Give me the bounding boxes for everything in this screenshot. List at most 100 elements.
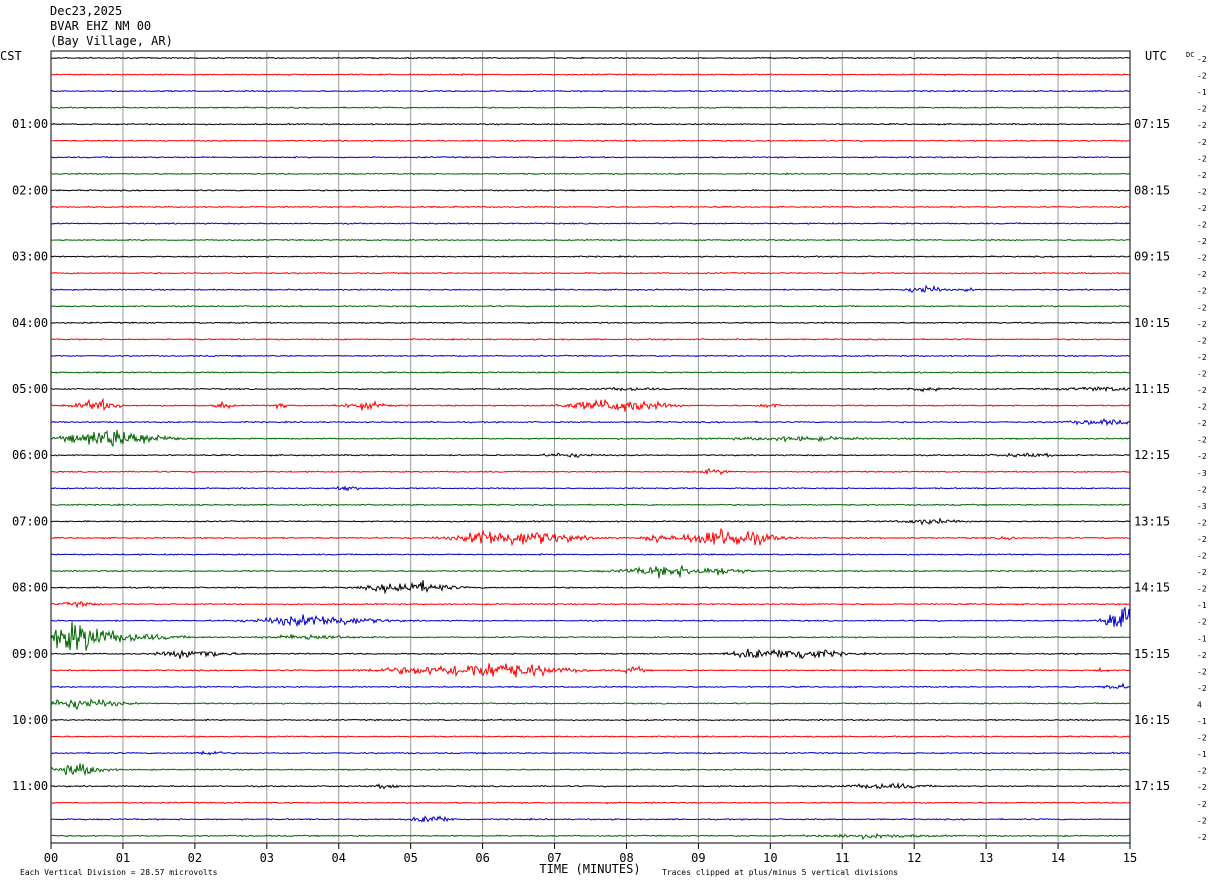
dc-offset-value: -2 [1197,187,1207,196]
seismic-trace [50,417,1131,427]
seismic-trace [50,172,1131,176]
hour-label-right: 08:15 [1134,183,1170,197]
dc-offset-value: -2 [1197,72,1207,81]
hour-label-left: 03:00 [12,250,48,264]
seismic-trace [50,429,1131,448]
x-tick-label: 12 [907,851,921,865]
seismic-trace [50,271,1131,275]
hour-label-left: 01:00 [12,117,48,131]
dc-offset-value: 4 [1197,700,1202,709]
dc-offset-value: -2 [1197,667,1207,676]
x-tick-label: 09 [691,851,705,865]
seismic-trace [50,397,1131,412]
hour-label-right: 17:15 [1134,779,1170,793]
dc-offset-value: -2 [1197,552,1207,561]
seismic-trace [50,337,1131,341]
dc-offset-value: -2 [1197,651,1207,660]
dc-offset-value: -2 [1197,403,1207,412]
hour-label-left: 02:00 [12,183,48,197]
footer-scale-note: Each Vertical Division = 28.57 microvolt… [20,868,218,877]
hour-label-left: 07:00 [12,514,48,528]
hour-label-right: 10:15 [1134,316,1170,330]
dc-offset-value: -2 [1197,419,1207,428]
seismic-trace [50,763,1131,777]
x-tick-label: 13 [979,851,993,865]
seismic-trace [50,122,1131,126]
station-location: (Bay Village, AR) [50,34,173,48]
x-tick-label: 11 [835,851,849,865]
seismic-trace [50,89,1131,93]
hour-label-left: 11:00 [12,779,48,793]
dc-offset-value: -2 [1197,138,1207,147]
seismic-trace [50,517,1131,526]
seismic-trace [50,222,1131,225]
seismic-trace [50,781,1131,790]
hour-label-left: 08:00 [12,581,48,595]
dc-offset-value: -2 [1197,767,1207,776]
x-tick-label: 00 [44,851,58,865]
seismic-trace [50,832,1131,841]
seismic-trace [50,254,1131,259]
footer-clip-note: Traces clipped at plus/minus 5 vertical … [662,868,898,877]
seismic-trace [50,205,1131,209]
dc-offset-value: -2 [1197,171,1207,180]
dc-offset-value: -2 [1197,303,1207,312]
seismic-trace [50,452,1130,459]
hour-label-right: 11:15 [1134,382,1170,396]
dc-offset-header: DC [1186,51,1194,59]
dc-offset-value: -2 [1197,204,1207,213]
seismic-trace [50,503,1131,507]
hour-label-left: 04:00 [12,316,48,330]
seismic-trace [50,139,1131,143]
dc-offset-value: -2 [1197,568,1207,577]
helicorder-date: Dec23,2025 [50,4,123,18]
dc-offset-value: -2 [1197,684,1207,693]
dc-offset-value: -2 [1197,734,1207,743]
dc-offset-value: -2 [1197,320,1207,329]
x-tick-label: 10 [763,851,777,865]
dc-offset-value: -2 [1197,618,1207,627]
seismic-trace [50,155,1131,159]
dc-offset-value: -3 [1197,502,1207,511]
dc-offset-value: -2 [1197,154,1207,163]
seismic-trace [50,321,1130,325]
seismic-trace [50,73,1131,77]
x-tick-label: 15 [1123,851,1137,865]
hour-label-left: 06:00 [12,448,48,462]
plot-grid [50,50,1131,849]
hour-label-left: 09:00 [12,647,48,661]
seismic-trace [50,600,1131,609]
seismic-trace [50,750,1131,756]
plot-frame [50,50,1131,844]
dc-offset-value: -2 [1197,237,1207,246]
seismic-trace [50,304,1131,308]
x-tick-label: 04 [332,851,346,865]
dc-offset-value: -2 [1197,105,1207,114]
hour-label-right: 15:15 [1134,647,1170,661]
seismic-trace [50,468,1131,476]
dc-offset-value: -2 [1197,800,1207,809]
hour-label-right: 12:15 [1134,448,1170,462]
left-timezone-label: CST [0,49,22,63]
hour-label-left: 10:00 [12,713,48,727]
hour-label-right: 16:15 [1134,713,1170,727]
seismic-trace [50,485,1131,492]
right-timezone-label: UTC [1145,49,1167,63]
seismic-trace [50,354,1131,358]
seismic-trace [50,284,1131,294]
seismic-trace [50,106,1131,110]
dc-offset-value: -2 [1197,535,1207,544]
dc-offset-value: -1 [1197,601,1207,610]
dc-offset-value: -1 [1197,717,1207,726]
dc-offset-value: -1 [1197,88,1207,97]
dc-offset-value: -2 [1197,287,1207,296]
dc-offset-value: -2 [1197,336,1207,345]
seismic-trace [50,56,1131,60]
seismic-trace [51,188,1131,192]
trace-group [50,56,1131,841]
seismic-trace [50,621,1131,651]
x-tick-label: 02 [188,851,202,865]
dc-offset-value: -2 [1197,783,1207,792]
dc-offset-value: -2 [1197,816,1207,825]
